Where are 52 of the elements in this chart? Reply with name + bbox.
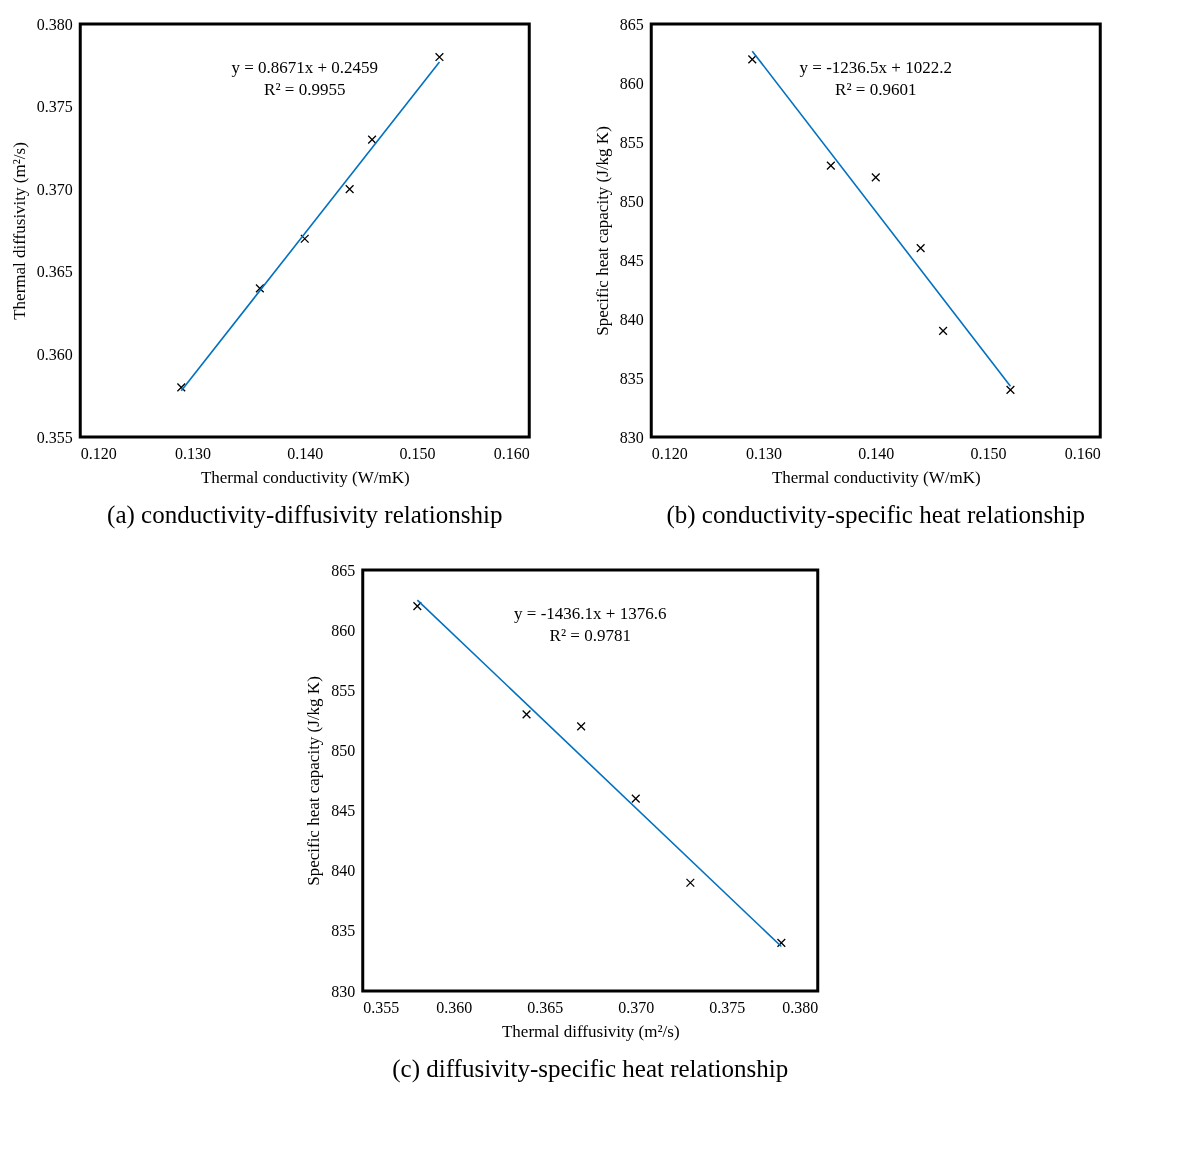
x-tick-label: 0.140 xyxy=(287,444,324,462)
x-tick-label: 0.130 xyxy=(746,444,782,462)
x-tick-label: 0.150 xyxy=(399,444,436,462)
x-tick-label: 0.365 xyxy=(527,998,564,1016)
y-tick-label: 845 xyxy=(619,251,644,269)
y-tick-label: 840 xyxy=(331,862,356,880)
x-tick-label: 0.140 xyxy=(858,444,895,462)
y-tick-label: 830 xyxy=(331,982,356,1000)
y-tick-label: 835 xyxy=(619,369,644,387)
x-tick-label: 0.160 xyxy=(493,444,530,462)
y-tick-label: 835 xyxy=(331,922,356,940)
annotation: R² = 0.9955 xyxy=(264,80,346,99)
annotation: y = -1236.5x + 1022.2 xyxy=(799,58,952,77)
annotation: y = -1436.1x + 1376.6 xyxy=(514,604,667,623)
y-tick-label: 0.370 xyxy=(36,180,73,198)
y-tick-label: 855 xyxy=(331,681,356,699)
y-tick-label: 0.360 xyxy=(36,345,73,363)
y-tick-label: 0.365 xyxy=(36,263,73,281)
x-tick-label: 0.150 xyxy=(970,444,1007,462)
x-tick-label: 0.120 xyxy=(80,444,117,462)
annotation: y = 0.8671x + 0.2459 xyxy=(231,58,379,77)
x-tick-label: 0.380 xyxy=(782,998,819,1016)
y-tick-label: 0.375 xyxy=(36,98,73,116)
y-axis-title: Specific heat capacity (J/kg K) xyxy=(304,676,324,886)
y-tick-label: 865 xyxy=(619,15,644,33)
y-tick-label: 860 xyxy=(331,621,356,639)
annotation: R² = 0.9601 xyxy=(835,80,917,99)
y-tick-label: 865 xyxy=(331,561,356,579)
y-tick-label: 860 xyxy=(619,74,644,92)
x-axis-title: Thermal conductivity (W/mK) xyxy=(771,467,981,487)
y-tick-label: 855 xyxy=(619,133,644,151)
x-axis-title: Thermal conductivity (W/mK) xyxy=(200,467,410,487)
y-tick-label: 0.380 xyxy=(36,15,73,33)
y-axis-title: Thermal diffusivity (m²/s) xyxy=(9,142,29,320)
x-tick-label: 0.130 xyxy=(175,444,211,462)
y-axis-title: Specific heat capacity (J/kg K) xyxy=(592,126,612,336)
y-tick-label: 850 xyxy=(619,192,644,210)
text: (a) conductivity-diffusivity relationship xyxy=(107,501,503,529)
x-axis-title: Thermal diffusivity (m²/s) xyxy=(501,1021,680,1041)
y-tick-label: 840 xyxy=(619,310,644,328)
y-tick-label: 0.355 xyxy=(36,428,73,446)
x-tick-label: 0.360 xyxy=(436,998,473,1016)
y-tick-label: 830 xyxy=(619,428,644,446)
x-tick-label: 0.160 xyxy=(1064,444,1101,462)
x-tick-label: 0.120 xyxy=(651,444,688,462)
x-tick-label: 0.375 xyxy=(709,998,746,1016)
text: (b) conductivity-specific heat relationship xyxy=(666,501,1086,529)
text: (c) diffusivity-specific heat relationship xyxy=(392,1055,789,1083)
annotation: R² = 0.9781 xyxy=(549,626,631,645)
x-tick-label: 0.355 xyxy=(363,998,400,1016)
y-tick-label: 850 xyxy=(331,741,356,759)
y-tick-label: 845 xyxy=(331,802,356,820)
